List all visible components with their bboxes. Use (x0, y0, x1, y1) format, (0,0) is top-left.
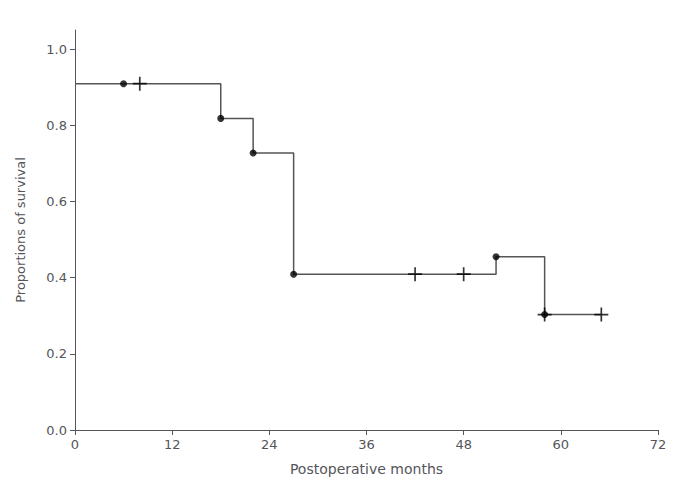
svg-text:0.4: 0.4 (46, 270, 67, 285)
svg-text:72: 72 (650, 437, 667, 452)
svg-text:0.0: 0.0 (46, 423, 67, 438)
svg-text:0.8: 0.8 (46, 118, 67, 133)
svg-text:Postoperative months: Postoperative months (290, 461, 443, 477)
svg-text:24: 24 (261, 437, 278, 452)
svg-text:0.2: 0.2 (46, 346, 67, 361)
svg-text:48: 48 (455, 437, 472, 452)
svg-text:0: 0 (71, 437, 79, 452)
svg-text:Proportions of survival: Proportions of survival (13, 157, 28, 303)
svg-text:1.0: 1.0 (46, 42, 67, 57)
svg-text:36: 36 (358, 437, 375, 452)
svg-text:0.6: 0.6 (46, 194, 67, 209)
svg-text:12: 12 (164, 437, 181, 452)
svg-text:60: 60 (553, 437, 570, 452)
